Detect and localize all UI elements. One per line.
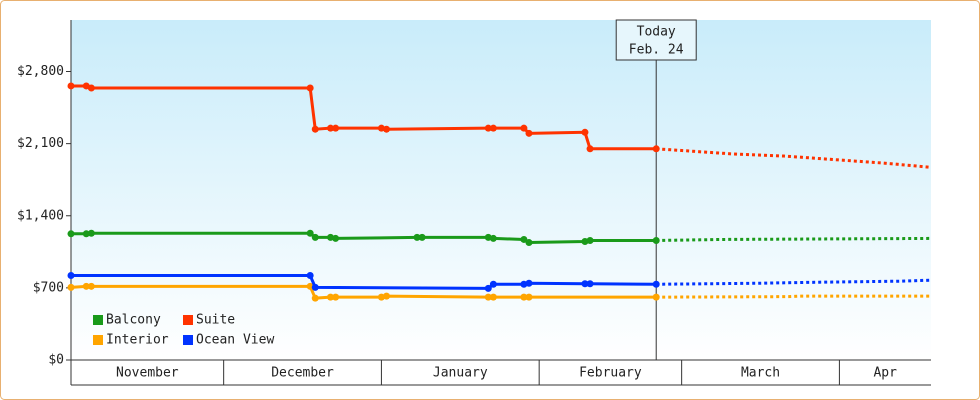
price-point [525, 293, 533, 301]
price-point [82, 230, 90, 238]
price-point [67, 272, 75, 280]
price-point [87, 282, 95, 290]
price-point [311, 283, 319, 291]
price-point [586, 280, 594, 288]
price-point [652, 236, 660, 244]
price-point [67, 82, 75, 90]
y-tick-label: $0 [48, 353, 64, 368]
y-tick-label: $2,800 [17, 64, 64, 79]
legend-swatch [93, 315, 103, 325]
price-point [311, 294, 319, 302]
price-point [311, 233, 319, 241]
price-point [82, 282, 90, 290]
price-point [413, 233, 421, 241]
today-label: Feb. 24 [629, 43, 684, 58]
price-point [87, 84, 95, 92]
price-point [489, 124, 497, 132]
price-point [581, 280, 589, 288]
price-point [520, 293, 528, 301]
y-tick-label: $700 [33, 280, 64, 295]
legend-label: Ocean View [196, 333, 274, 348]
x-tick-label: December [271, 366, 334, 381]
price-point [327, 124, 335, 132]
plot-area [71, 20, 931, 360]
price-point [484, 293, 492, 301]
legend-swatch [183, 315, 193, 325]
price-point [525, 239, 533, 247]
price-point [525, 279, 533, 287]
x-tick-label: January [433, 366, 488, 381]
x-tick-label: November [116, 366, 179, 381]
x-tick-label: Apr [873, 366, 897, 381]
price-point [652, 280, 660, 288]
price-point [332, 234, 340, 242]
today-label: Today [637, 25, 676, 40]
price-point [311, 125, 319, 133]
price-point [520, 235, 528, 243]
legend-label: Interior [106, 333, 169, 348]
legend-swatch [183, 335, 193, 345]
price-point [306, 272, 314, 280]
price-point [383, 125, 391, 133]
forecast-line [656, 147, 932, 169]
price-point [489, 280, 497, 288]
legend-label: Balcony [106, 313, 161, 328]
price-point [67, 283, 75, 291]
price-point [327, 293, 335, 301]
price-point [520, 124, 528, 132]
price-point [489, 234, 497, 242]
price-point [586, 236, 594, 244]
legend-label: Suite [196, 313, 235, 328]
price-point [306, 229, 314, 237]
price-point [306, 84, 314, 92]
y-tick-label: $1,400 [17, 208, 64, 223]
price-point [652, 145, 660, 153]
forecast-line [656, 294, 931, 299]
price-point [586, 145, 594, 153]
price-point [484, 124, 492, 132]
price-point [87, 229, 95, 237]
price-point [581, 128, 589, 136]
legend-swatch [93, 335, 103, 345]
forecast-line [656, 236, 932, 242]
price-point [484, 284, 492, 292]
x-tick-label: February [579, 366, 642, 381]
forecast-line [656, 278, 932, 286]
price-point [332, 124, 340, 132]
y-tick-label: $2,100 [17, 136, 64, 151]
price-point [489, 293, 497, 301]
x-tick-label: March [741, 366, 780, 381]
price-point [525, 129, 533, 137]
today-box [615, 19, 697, 61]
price-point [332, 293, 340, 301]
price-point [383, 292, 391, 300]
price-line [70, 284, 657, 300]
price-point [418, 233, 426, 241]
price-point [67, 230, 75, 238]
price-point [652, 293, 660, 301]
